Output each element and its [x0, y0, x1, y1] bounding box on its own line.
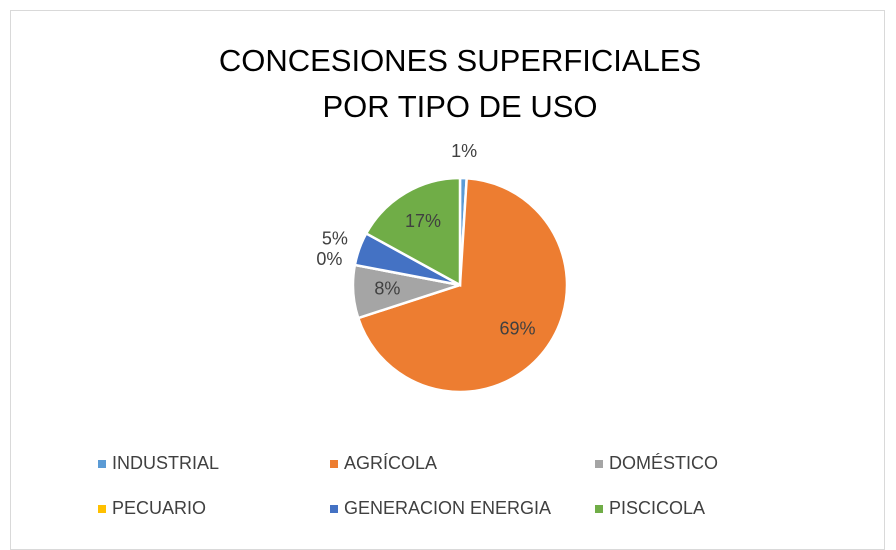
legend-label: AGRÍCOLA — [344, 453, 437, 473]
chart-area: CONCESIONES SUPERFICIALES POR TIPO DE US… — [10, 10, 885, 550]
legend-swatch — [595, 505, 603, 513]
legend-swatch — [98, 505, 106, 513]
legend-label: INDUSTRIAL — [112, 453, 219, 473]
legend-label: PECUARIO — [112, 498, 206, 518]
legend-label: PISCICOLA — [609, 498, 705, 518]
legend-label: GENERACION ENERGIA — [344, 498, 551, 518]
legend-swatch — [330, 505, 338, 513]
chart: 1% 69% 8% 0%5% 17% INDUSTRIAL AGRÍCOLA DOMÉSTIC… — [98, 141, 718, 518]
pie-slice — [364, 176, 462, 288]
data-label: 0% — [316, 249, 342, 269]
data-label: 17% — [405, 211, 441, 231]
data-label: 5% — [322, 229, 348, 249]
legend-swatch — [595, 460, 603, 468]
chart-title: CONCESIONES SUPERFICIALES POR TIPO DE US… — [218, 43, 719, 124]
legend-label: DOMÉSTICO — [609, 453, 718, 473]
pie-slice — [356, 176, 569, 394]
legend-swatch — [330, 460, 338, 468]
data-label: 1% — [451, 141, 477, 161]
data-label: 69% — [499, 318, 535, 338]
data-label: 8% — [374, 278, 400, 298]
legend-swatch — [98, 460, 106, 468]
